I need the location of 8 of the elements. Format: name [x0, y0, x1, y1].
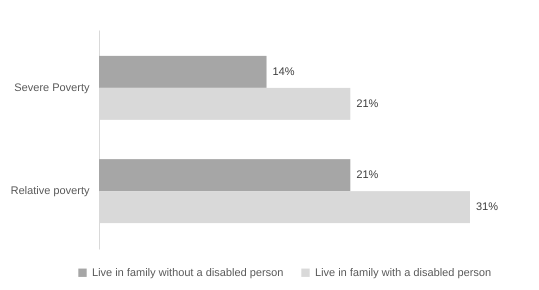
data-label: 21% — [356, 169, 379, 182]
data-label: 21% — [356, 98, 379, 110]
legend-label: Live in family with a disabled person — [315, 266, 492, 279]
y-tick-label: Relative poverty — [10, 185, 90, 198]
y-tick-label: Severe Poverty — [14, 82, 90, 94]
data-label: 31% — [476, 201, 498, 214]
data-label: 14% — [272, 66, 295, 78]
legend-label: Live in family without a disabled person — [92, 266, 284, 279]
